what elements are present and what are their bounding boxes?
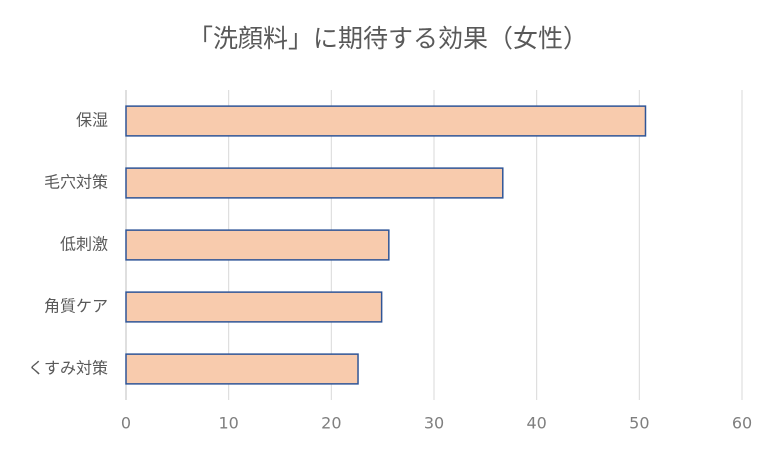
bar [125, 353, 359, 385]
chart-title: 「洗顔料」に期待する効果（女性） [188, 24, 588, 53]
bar [125, 291, 383, 323]
x-tick-label: 0 [121, 414, 131, 433]
x-tick-label: 10 [218, 414, 238, 433]
x-tick-label: 20 [321, 414, 341, 433]
bar [125, 167, 504, 199]
x-tick-label: 40 [526, 414, 546, 433]
x-tick-label: 50 [629, 414, 649, 433]
y-tick-label: くすみ対策 [28, 359, 108, 378]
y-tick-label: 毛穴対策 [44, 173, 108, 192]
bar [125, 105, 647, 137]
x-tick-label: 60 [732, 414, 752, 433]
x-tick-label: 30 [424, 414, 444, 433]
y-tick-label: 低刺激 [60, 235, 108, 254]
y-tick-label: 保湿 [76, 111, 108, 130]
bar [125, 229, 390, 261]
y-tick-label: 角質ケア [44, 297, 108, 316]
